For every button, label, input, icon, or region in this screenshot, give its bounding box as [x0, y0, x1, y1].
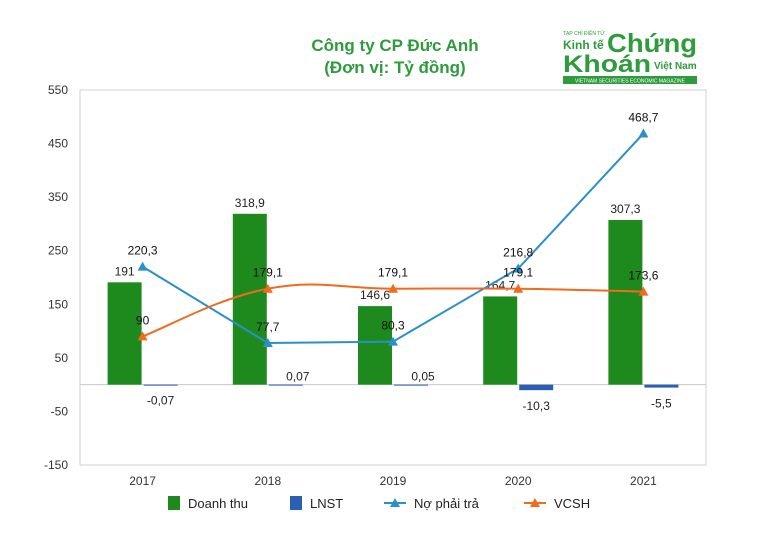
revenue-data-label: 307,3	[610, 202, 640, 216]
equity-data-label: 179,1	[378, 266, 408, 280]
equity-point	[262, 283, 273, 293]
profit-bar	[143, 384, 178, 386]
revenue-bar	[107, 282, 142, 385]
equity-data-label: 179,1	[503, 266, 533, 280]
revenue-bar	[483, 296, 518, 385]
x-tick-label: 2021	[630, 474, 657, 488]
liabilities-data-label: 80,3	[381, 319, 405, 333]
y-tick-label: 250	[48, 244, 68, 258]
logo-khoan: Khoán	[563, 51, 651, 78]
liabilities-data-label: 468,7	[628, 111, 658, 125]
plot-area	[79, 89, 707, 466]
logo-tagline-bar	[563, 76, 697, 84]
profit-bar	[644, 384, 679, 388]
revenue-data-label: 318,9	[235, 196, 265, 210]
legend-label: LNST	[310, 496, 343, 511]
y-tick-label: -50	[51, 404, 69, 418]
x-tick-label: 2018	[254, 474, 281, 488]
x-tick-label: 2017	[129, 474, 156, 488]
liabilities-line	[142, 132, 645, 345]
revenue-data-label: 191	[115, 264, 135, 278]
y-tick-label: 50	[55, 351, 69, 365]
revenue-data-label: 146,6	[360, 288, 390, 302]
liabilities-point	[638, 128, 649, 138]
y-tick-label: 450	[48, 137, 68, 151]
profit-data-label: -5,5	[651, 397, 672, 411]
profit-data-label: -0,07	[147, 394, 175, 408]
profit-bar	[268, 384, 303, 386]
legend-marker	[390, 498, 400, 507]
chart-subtitle: (Đơn vị: Tỷ đồng)	[324, 58, 466, 77]
revenue-bar	[608, 220, 643, 385]
legend-label: VCSH	[554, 496, 590, 511]
equity-data-label: 90	[136, 313, 150, 327]
equity-point	[388, 283, 398, 293]
equity-point	[638, 286, 649, 296]
logo-top-text: TẠP CHÍ ĐIỆN TỬ	[563, 29, 605, 37]
legend-swatch	[168, 496, 180, 510]
equity-point	[513, 283, 524, 293]
logo-chung: Chứng	[607, 28, 697, 58]
y-tick-label: 350	[48, 190, 68, 204]
liabilities-data-label: 220,3	[128, 244, 158, 258]
profit-data-label: 0,05	[411, 370, 435, 384]
kinh-te-chung-khoan-logo: TẠP CHÍ ĐIỆN TỬ Kinh tế Chứng Khoán Việt…	[563, 28, 697, 85]
y-tick-label: 550	[48, 83, 68, 97]
liabilities-point	[262, 338, 273, 348]
profit-bar	[394, 384, 428, 386]
legend-marker	[530, 498, 540, 507]
x-tick-label: 2020	[505, 474, 532, 488]
liabilities-data-label: 216,8	[503, 246, 533, 260]
logo-tagline: VIETNAM SECURITIES ECONOMIC MAGAZINE	[575, 79, 686, 85]
legend-label: Doanh thu	[188, 496, 248, 511]
legend-swatch	[290, 496, 302, 510]
x-tick-label: 2019	[380, 474, 407, 488]
y-tick-label: 150	[48, 297, 68, 311]
equity-data-label: 179,1	[253, 266, 283, 280]
legend-label: Nợ phải trả	[414, 496, 480, 511]
logo-viet-nam: Việt Nam	[654, 61, 697, 72]
revenue-bar	[232, 213, 267, 385]
profit-bar	[519, 384, 554, 391]
liabilities-point	[513, 263, 524, 273]
profit-data-label: -10,3	[523, 399, 551, 413]
liabilities-point	[137, 261, 148, 271]
y-tick-label: -150	[44, 458, 68, 472]
liabilities-point	[388, 336, 398, 346]
logo-kinh-te: Kinh tế	[563, 38, 604, 52]
equity-data-label: 173,6	[628, 269, 658, 283]
equity-point	[137, 331, 148, 341]
liabilities-data-label: 77,7	[256, 320, 280, 334]
profit-data-label: 0,07	[286, 370, 310, 384]
chart-title: Công ty CP Đức Anh	[311, 36, 479, 55]
revenue-bar	[358, 306, 392, 385]
